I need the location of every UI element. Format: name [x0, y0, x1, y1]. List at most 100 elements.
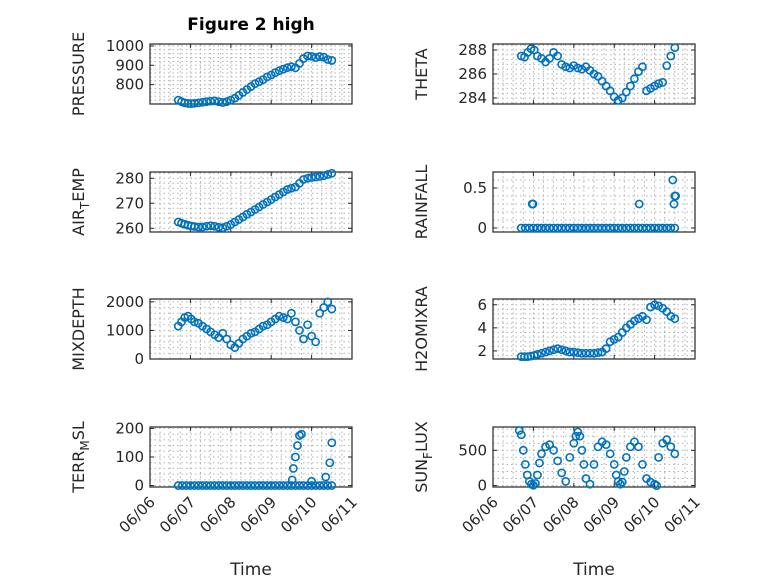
data-point	[662, 435, 672, 445]
data-point	[202, 481, 211, 490]
data-point	[652, 481, 662, 490]
data-point	[327, 438, 337, 448]
data-point	[545, 223, 554, 233]
data-point	[327, 56, 337, 65]
data-point	[571, 431, 581, 441]
y-tick-label: 0	[134, 350, 144, 368]
data-point	[609, 460, 619, 469]
y-axis-label: AIRTEMP	[69, 168, 92, 236]
data-point	[295, 431, 304, 440]
x-tick-label: 06/10	[277, 493, 320, 536]
data-point	[520, 460, 530, 469]
data-point	[533, 349, 542, 359]
data-point	[222, 221, 232, 231]
data-point	[573, 63, 583, 73]
data-point	[218, 328, 228, 338]
panel-mixdepth: 0 1000 2000 MIXDEPTH	[69, 287, 353, 371]
data-point	[573, 348, 583, 358]
data-point	[190, 98, 199, 108]
data-point	[238, 481, 248, 490]
data-point	[206, 221, 215, 231]
y-axis-label: MIXDEPTH	[69, 287, 88, 370]
data-point	[605, 86, 615, 96]
data-point	[557, 223, 567, 233]
data-point	[615, 479, 625, 489]
data-point	[597, 223, 607, 233]
data-point	[246, 481, 256, 490]
data-point	[202, 221, 211, 231]
x-tick-label: 06/07	[499, 493, 542, 536]
y-tick-label: 0.5	[463, 179, 487, 197]
data-point	[549, 445, 558, 455]
data-point	[214, 481, 224, 490]
y-tick-label: 280	[115, 169, 144, 187]
data-point	[286, 308, 296, 318]
data-point	[274, 66, 284, 76]
panel-air-temp: 260 270 280 AIRTEMP	[69, 168, 353, 237]
data-point	[222, 97, 232, 107]
panel-h2omixra: 2 4 6 H2OMIXRA	[412, 286, 696, 372]
x-tick-label: 06/11	[661, 493, 704, 536]
x-tick-label: 06/06	[116, 493, 159, 536]
data-point	[516, 223, 526, 233]
data-point	[561, 346, 571, 356]
data-point	[518, 445, 528, 455]
data-point	[177, 481, 187, 490]
data-point	[601, 440, 611, 450]
data-point	[287, 475, 297, 485]
data-point	[278, 64, 288, 74]
y-axis-label: THETA	[412, 48, 431, 100]
data-point	[190, 317, 199, 327]
y-tick-label: 2000	[106, 293, 144, 311]
data-point	[210, 221, 220, 231]
data-point	[617, 223, 627, 233]
data-point	[625, 81, 635, 91]
x-tick-label: 06/06	[459, 493, 502, 536]
data-point	[181, 481, 191, 490]
axes-frame	[492, 298, 696, 360]
data-point	[307, 173, 316, 182]
x-tick-label: 06/07	[156, 493, 199, 536]
data-point	[202, 97, 211, 107]
data-point	[630, 74, 639, 84]
data-point	[589, 460, 599, 469]
data-point	[630, 223, 639, 233]
data-point	[617, 477, 627, 487]
axes-frame	[149, 298, 353, 360]
data-point	[282, 314, 292, 324]
data-point	[593, 223, 603, 233]
data-point	[585, 223, 595, 233]
data-point	[258, 321, 268, 331]
y-axis-label: SUNFLUX	[412, 421, 435, 493]
data-point	[524, 223, 534, 233]
data-point	[549, 223, 558, 233]
data-point	[581, 348, 591, 358]
axes-frame	[492, 426, 696, 488]
data-point	[634, 442, 643, 452]
data-point	[295, 481, 304, 490]
data-point	[323, 170, 333, 179]
data-point	[545, 346, 554, 356]
data-point	[206, 481, 215, 490]
y-tick-label: 6	[477, 296, 487, 314]
y-tick-label: 4	[477, 319, 487, 337]
data-point	[206, 96, 215, 106]
data-point	[601, 344, 611, 354]
y-tick-label: 0	[134, 477, 144, 495]
data-point	[218, 98, 228, 107]
data-point	[258, 481, 268, 490]
data-point	[573, 223, 583, 233]
data-point	[323, 481, 333, 490]
data-point	[589, 223, 599, 233]
axes-frame	[149, 43, 353, 105]
data-point	[520, 223, 530, 233]
data-point	[291, 452, 300, 462]
y-tick-label: 286	[458, 65, 487, 83]
data-point	[654, 452, 664, 462]
data-point	[621, 223, 631, 233]
x-tick-label: 06/08	[539, 493, 582, 536]
data-point	[315, 481, 325, 490]
y-tick-label: 0	[477, 477, 487, 495]
